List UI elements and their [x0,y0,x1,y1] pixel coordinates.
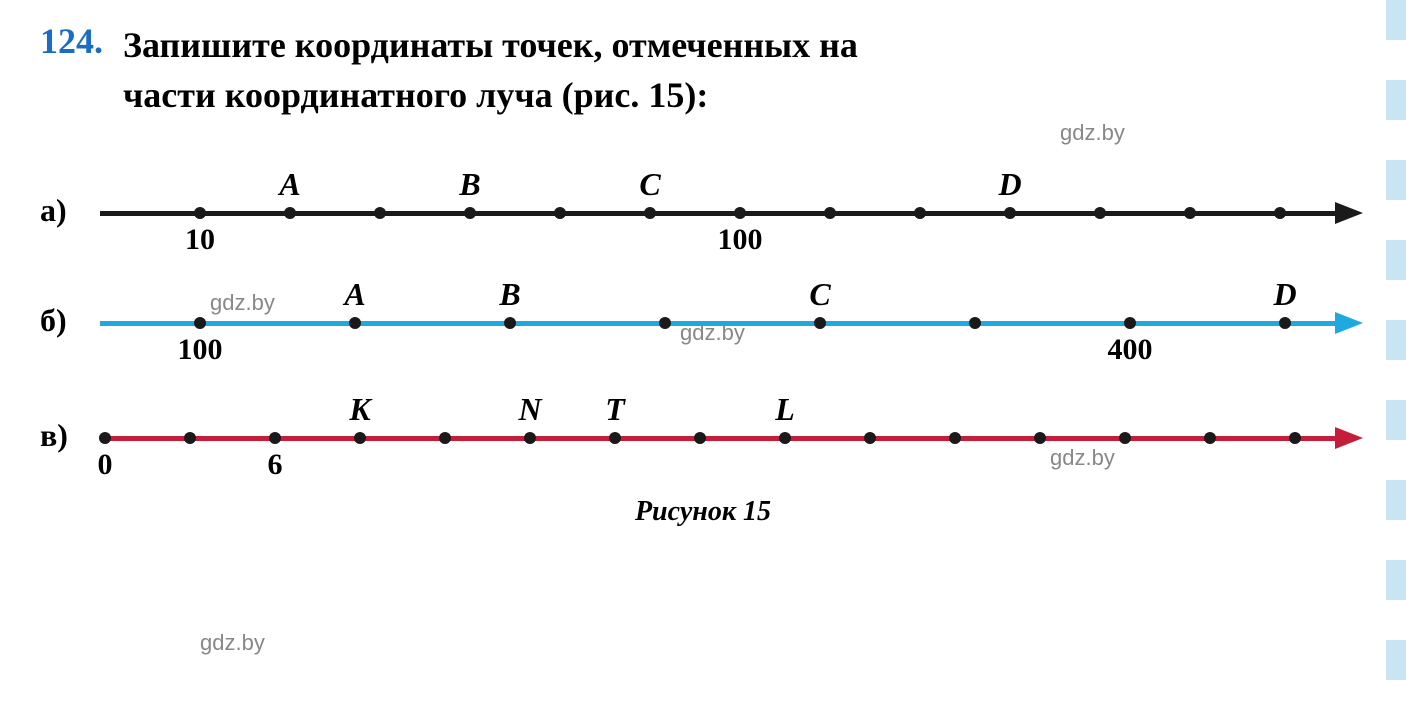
tick-mark [1004,207,1016,219]
arrow-icon [1335,312,1363,334]
number-line-b: 100400ABCD [100,291,1366,351]
tick-mark [1204,432,1216,444]
tick-mark [1289,432,1301,444]
problem-text-container: Запишите координаты точек, отмеченных на… [123,20,858,121]
tick-mark [779,432,791,444]
tick-mark [194,317,206,329]
tick-mark [374,207,386,219]
tick-mark [554,207,566,219]
line-label-a: а) [40,192,100,229]
line-row-a: а) 10100ABCD [40,181,1366,241]
line-row-b: б) 100400ABCD [40,291,1366,351]
tick-mark [609,432,621,444]
tick-mark [439,432,451,444]
number-line-v: 06KNTL [100,406,1366,466]
tick-mark [949,432,961,444]
watermark: gdz.by [200,630,265,656]
point-label: A [279,166,300,203]
point-label: T [605,391,625,428]
line-row-v: в) 06KNTL [40,406,1366,466]
watermark: gdz.by [1060,120,1125,146]
axis-value-label: 10 [185,223,215,257]
point-label: C [639,166,660,203]
tick-mark [864,432,876,444]
tick-mark [524,432,536,444]
point-label: B [459,166,480,203]
point-label: L [775,391,795,428]
problem-header: 124. Запишите координаты точек, отмеченн… [40,20,1366,121]
problem-text-line2: части координатного луча (рис. 15): [123,70,858,120]
tick-mark [99,432,111,444]
point-label: A [344,276,365,313]
axis-value-label: 100 [178,333,223,367]
tick-mark [349,317,361,329]
problem-text-line1: Запишите координаты точек, отмеченных на [123,20,858,70]
problem-number: 124. [40,20,103,62]
page-border [1386,0,1406,712]
point-label: D [1273,276,1296,313]
tick-mark [644,207,656,219]
axis-value-label: 6 [268,448,283,482]
tick-mark [914,207,926,219]
point-label: C [809,276,830,313]
tick-mark [354,432,366,444]
tick-mark [1034,432,1046,444]
tick-mark [694,432,706,444]
tick-mark [734,207,746,219]
tick-mark [814,317,826,329]
axis-value-label: 400 [1108,333,1153,367]
axis-line [100,436,1340,441]
tick-mark [1119,432,1131,444]
line-label-b: б) [40,302,100,339]
tick-mark [1279,317,1291,329]
tick-mark [464,207,476,219]
axis-value-label: 100 [718,223,763,257]
axis-line [100,321,1340,326]
tick-mark [1184,207,1196,219]
tick-mark [659,317,671,329]
tick-mark [184,432,196,444]
tick-mark [824,207,836,219]
point-label: B [499,276,520,313]
tick-mark [1274,207,1286,219]
tick-mark [1124,317,1136,329]
point-label: D [998,166,1021,203]
tick-mark [269,432,281,444]
tick-mark [1094,207,1106,219]
figure-caption: Рисунок 15 [40,496,1366,528]
tick-mark [284,207,296,219]
line-label-v: в) [40,417,100,454]
tick-mark [504,317,516,329]
tick-mark [969,317,981,329]
arrow-icon [1335,202,1363,224]
number-line-a: 10100ABCD [100,181,1366,241]
arrow-icon [1335,427,1363,449]
axis-value-label: 0 [98,448,113,482]
tick-mark [194,207,206,219]
point-label: N [518,391,541,428]
point-label: K [349,391,370,428]
